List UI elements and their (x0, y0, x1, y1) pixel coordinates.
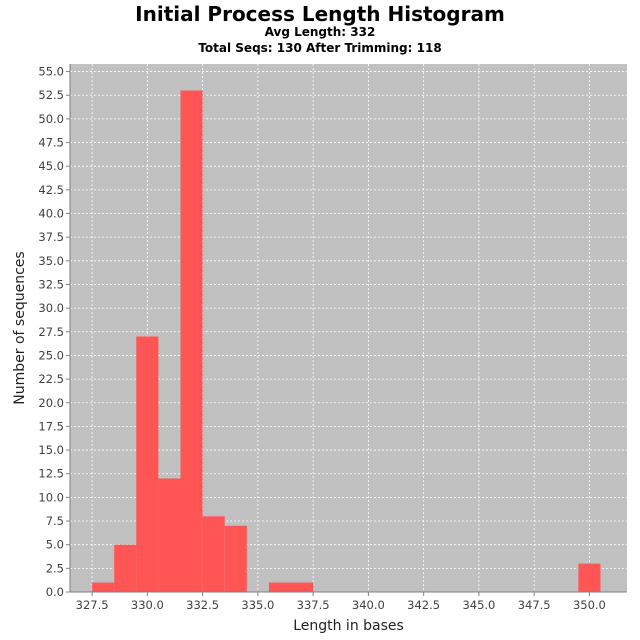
chart-title: Initial Process Length Histogram (135, 2, 505, 26)
x-tick-label: 347.5 (518, 598, 551, 612)
y-tick-label: 37.5 (38, 230, 64, 244)
x-axis-label: Length in bases (293, 618, 404, 634)
y-tick-label: 17.5 (38, 419, 64, 433)
y-tick-label: 55.0 (38, 65, 64, 79)
histogram-bar (268, 582, 314, 592)
y-tick-label: 42.5 (38, 183, 64, 197)
y-tick-label: 12.5 (38, 467, 64, 481)
x-tick-label: 335.0 (241, 598, 274, 612)
y-tick-label: 52.5 (38, 88, 64, 102)
y-tick-label: 32.5 (38, 277, 64, 291)
histogram-bar (578, 563, 601, 592)
y-axis: 0.0 2.5 5.0 7.5 10.0 12.5 15.0 17.5 20.0 22.5 25.0… (38, 64, 71, 599)
chart-subtitle-avg-length: Avg Length: 332 (264, 25, 376, 39)
y-tick-label: 50.0 (38, 112, 64, 126)
histogram-bar (180, 90, 203, 592)
x-tick-label: 340.0 (352, 598, 385, 612)
y-tick-label: 47.5 (38, 136, 64, 150)
x-tick-label: 330.0 (131, 598, 164, 612)
y-tick-label: 20.0 (38, 396, 64, 410)
y-tick-label: 27.5 (38, 325, 64, 339)
histogram-bar (92, 582, 115, 592)
x-tick-label: 327.5 (76, 598, 109, 612)
y-tick-label: 45.0 (38, 159, 64, 173)
histogram-bar (202, 516, 225, 592)
histogram-bar (136, 336, 159, 592)
y-tick-label: 15.0 (38, 443, 64, 457)
y-tick-label: 10.0 (38, 490, 64, 504)
x-tick-label: 342.5 (407, 598, 440, 612)
y-tick-label: 2.5 (46, 561, 64, 575)
y-tick-label: 35.0 (38, 254, 64, 268)
x-axis: 327.5 330.0 332.5 335.0 337.5 340.0 342.5 345.0… (70, 591, 627, 612)
x-tick-label: 350.0 (573, 598, 606, 612)
histogram-bar (224, 525, 247, 592)
histogram-bar (114, 544, 137, 592)
y-tick-label: 7.5 (46, 514, 64, 528)
y-tick-label: 5.0 (46, 538, 64, 552)
x-tick-label: 337.5 (297, 598, 330, 612)
x-tick-label: 345.0 (462, 598, 495, 612)
chart-subtitle-total-seqs: Total Seqs: 130 After Trimming: 118 (198, 41, 442, 55)
bars (92, 90, 601, 592)
y-tick-label: 22.5 (38, 372, 64, 386)
y-tick-label: 25.0 (38, 348, 64, 362)
y-axis-label: Number of sequences (12, 251, 28, 404)
y-tick-label: 30.0 (38, 301, 64, 315)
y-tick-label: 0.0 (46, 585, 64, 599)
y-tick-label: 40.0 (38, 207, 64, 221)
x-tick-label: 332.5 (186, 598, 219, 612)
histogram-bar (158, 478, 181, 592)
